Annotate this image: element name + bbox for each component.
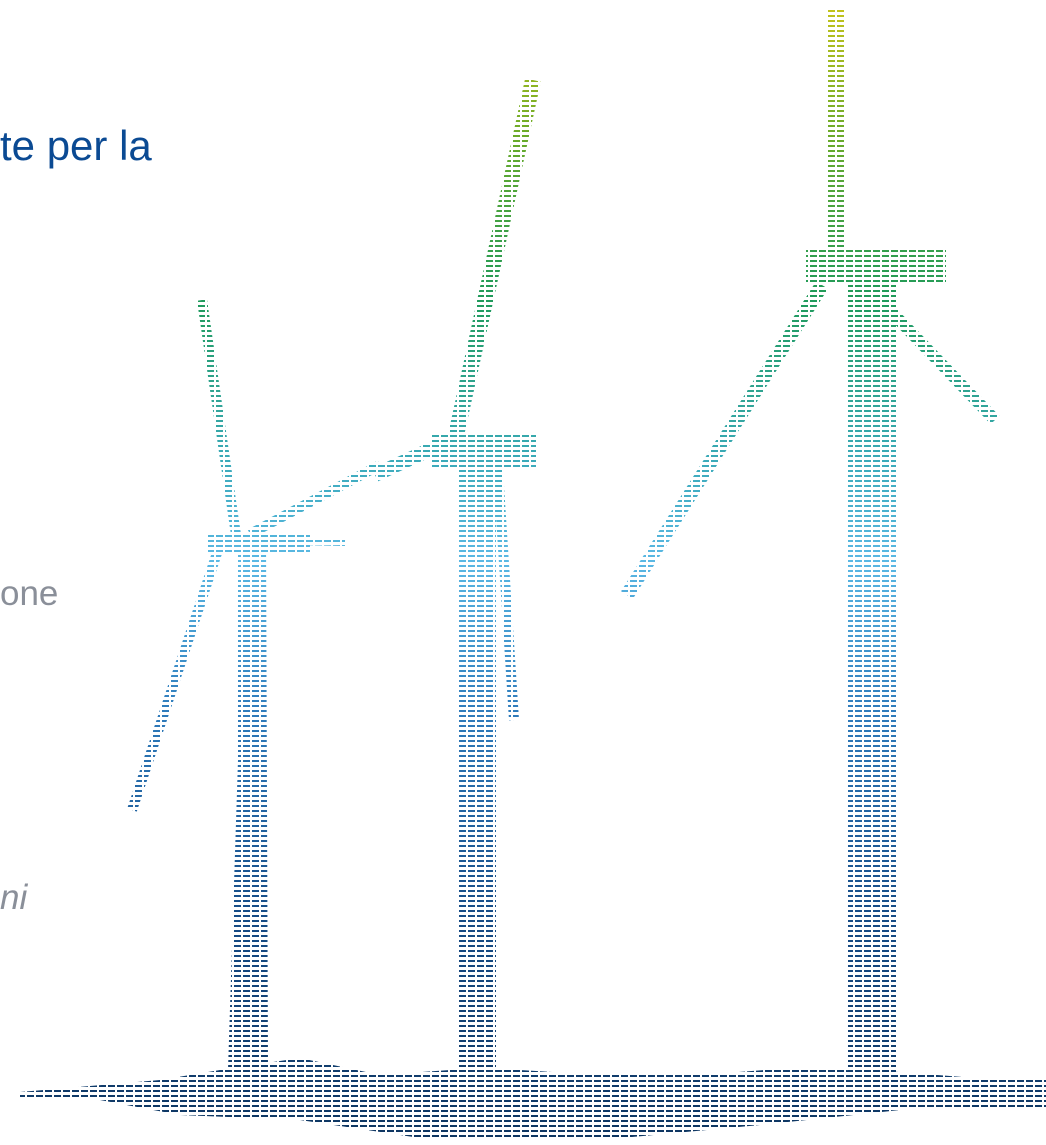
heading: te per la bbox=[0, 122, 152, 169]
text-line: one bbox=[0, 574, 59, 613]
text-line: ni bbox=[0, 878, 28, 917]
